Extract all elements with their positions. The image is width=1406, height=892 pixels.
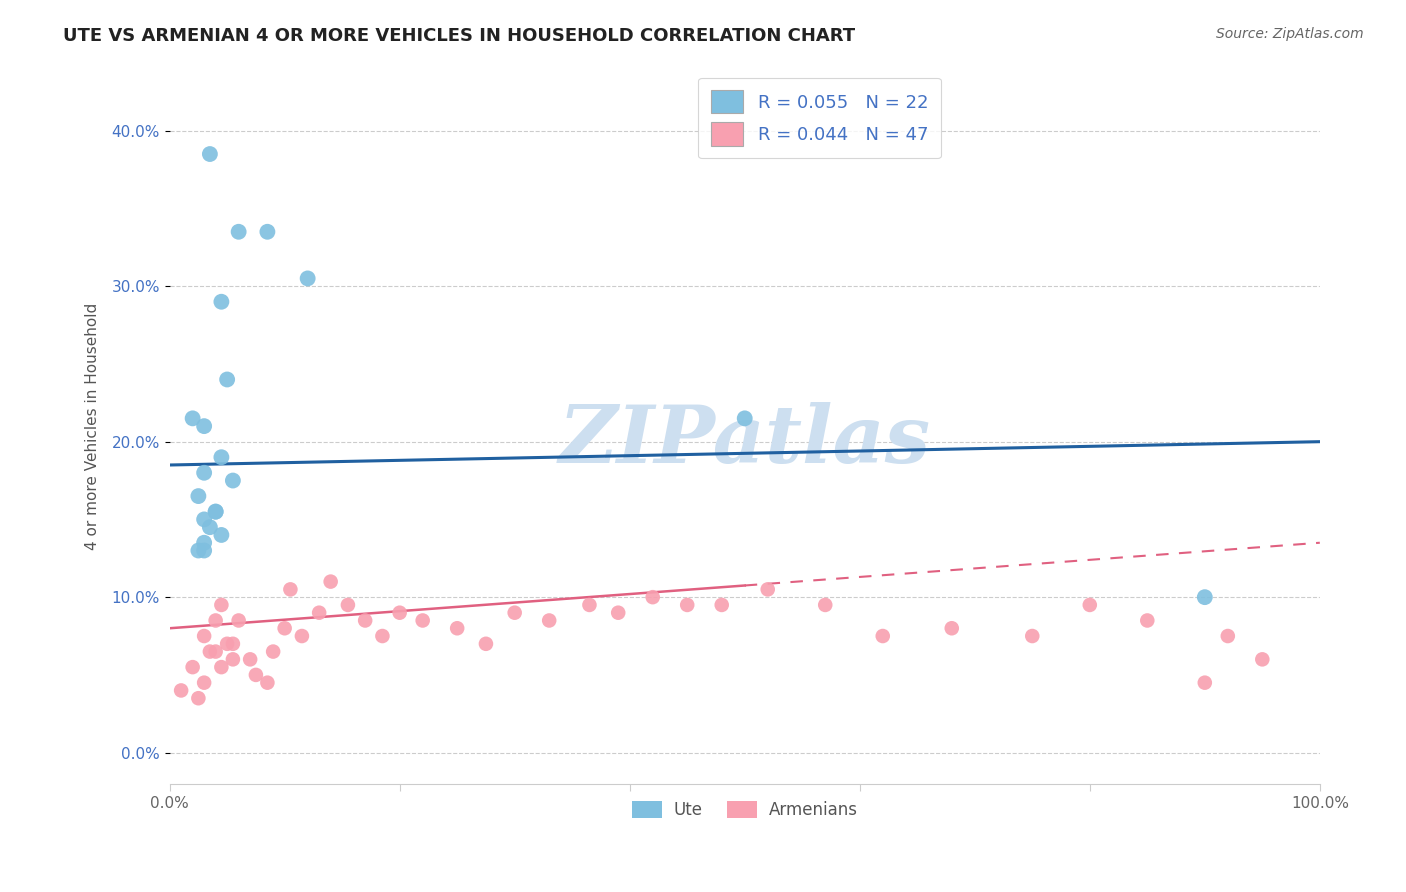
Point: [308, 606, 330, 620]
Point: [538, 614, 561, 628]
Point: [336, 598, 359, 612]
Point: [475, 637, 498, 651]
Point: [710, 598, 733, 612]
Point: [756, 582, 779, 597]
Legend: Ute, Armenians: Ute, Armenians: [624, 794, 865, 825]
Point: [291, 629, 314, 643]
Point: [256, 225, 278, 239]
Point: [209, 598, 232, 612]
Point: [1216, 629, 1239, 643]
Point: [181, 660, 204, 674]
Point: [607, 606, 630, 620]
Point: [872, 629, 894, 643]
Point: [228, 614, 250, 628]
Point: [1078, 598, 1101, 612]
Point: [217, 637, 239, 651]
Point: [1021, 629, 1043, 643]
Point: [170, 683, 193, 698]
Point: [239, 652, 262, 666]
Point: [193, 543, 215, 558]
Point: [280, 582, 302, 597]
Text: Source: ZipAtlas.com: Source: ZipAtlas.com: [1216, 27, 1364, 41]
Point: [273, 621, 295, 635]
Point: [204, 505, 226, 519]
Point: [217, 372, 239, 386]
Point: [209, 660, 232, 674]
Point: [446, 621, 468, 635]
Point: [814, 598, 837, 612]
Point: [228, 225, 250, 239]
Point: [222, 474, 245, 488]
Point: [578, 598, 600, 612]
Point: [222, 652, 245, 666]
Point: [204, 614, 226, 628]
Point: [204, 644, 226, 658]
Point: [204, 505, 226, 519]
Point: [941, 621, 963, 635]
Point: [319, 574, 342, 589]
Point: [209, 294, 232, 309]
Point: [641, 590, 664, 604]
Point: [193, 675, 215, 690]
Text: UTE VS ARMENIAN 4 OR MORE VEHICLES IN HOUSEHOLD CORRELATION CHART: UTE VS ARMENIAN 4 OR MORE VEHICLES IN HO…: [63, 27, 855, 45]
Point: [198, 520, 221, 534]
Point: [245, 668, 267, 682]
Point: [371, 629, 394, 643]
Point: [181, 411, 204, 425]
Point: [187, 543, 209, 558]
Y-axis label: 4 or more Vehicles in Household: 4 or more Vehicles in Household: [86, 302, 100, 549]
Point: [193, 629, 215, 643]
Point: [503, 606, 526, 620]
Point: [734, 411, 756, 425]
Point: [209, 528, 232, 542]
Point: [193, 466, 215, 480]
Point: [412, 614, 434, 628]
Point: [676, 598, 699, 612]
Point: [193, 535, 215, 549]
Point: [1194, 675, 1216, 690]
Point: [209, 450, 232, 465]
Point: [187, 691, 209, 706]
Point: [354, 614, 377, 628]
Text: ZIPatlas: ZIPatlas: [558, 401, 931, 479]
Point: [193, 512, 215, 526]
Point: [1194, 590, 1216, 604]
Point: [198, 147, 221, 161]
Point: [187, 489, 209, 503]
Point: [1251, 652, 1274, 666]
Point: [388, 606, 411, 620]
Point: [193, 419, 215, 434]
Point: [1136, 614, 1159, 628]
Point: [297, 271, 319, 285]
Point: [222, 637, 245, 651]
Point: [256, 675, 278, 690]
Point: [262, 644, 284, 658]
Point: [198, 644, 221, 658]
